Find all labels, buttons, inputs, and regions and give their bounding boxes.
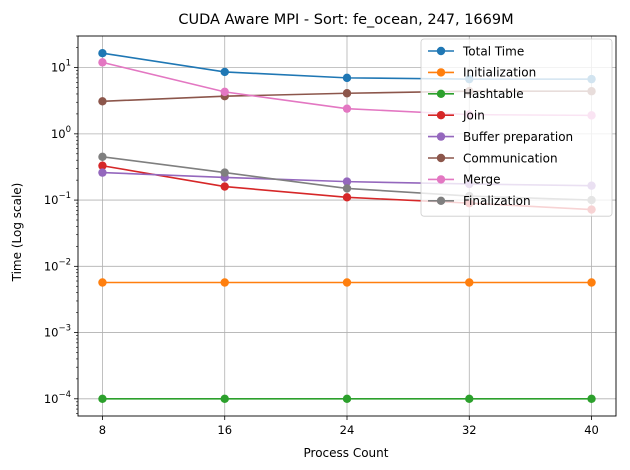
y-tick-exponent: −3 [58, 324, 71, 334]
legend-swatch-marker [436, 111, 446, 120]
data-point [98, 168, 107, 177]
x-tick-label: 8 [99, 423, 106, 437]
data-point [587, 394, 596, 404]
data-point [98, 58, 107, 67]
legend-entry: Merge [428, 173, 500, 187]
data-point [98, 161, 107, 170]
data-point [220, 278, 229, 287]
legend-entry: Finalization [428, 194, 531, 208]
series-1 [98, 278, 596, 287]
y-tick-base: 10 [44, 326, 59, 340]
x-tick-label: 16 [217, 423, 232, 437]
legend-swatch-marker [436, 46, 446, 56]
y-tick-exponent: −4 [58, 390, 71, 400]
legend-label: Total Time [462, 44, 524, 58]
legend-swatch-marker [436, 175, 446, 184]
y-tick-exponent: 0 [66, 125, 71, 135]
data-point [98, 97, 107, 106]
legend-entry: Total Time [428, 44, 524, 58]
legend-label: Buffer preparation [463, 130, 573, 144]
y-tick-label: 10−1 [44, 191, 71, 207]
legend-entry: Communication [428, 151, 558, 165]
legend: Total Time Initialization Hashtable Join Buf… [420, 38, 613, 217]
data-point [587, 278, 596, 287]
chart-title: CUDA Aware MPI - Sort: fe_ocean, 247, 16… [178, 12, 513, 28]
y-tick-exponent: 1 [66, 59, 71, 69]
y-tick-label: 100 [51, 125, 71, 141]
legend-swatch-marker [436, 132, 446, 141]
data-point [465, 278, 474, 287]
legend-swatch-marker [436, 68, 446, 77]
data-point [342, 104, 352, 113]
legend-entry: Join [428, 109, 485, 123]
data-point [98, 278, 107, 287]
y-tick-exponent: −1 [58, 191, 71, 201]
y-tick-base: 10 [51, 61, 66, 75]
data-point [98, 152, 107, 162]
y-tick-exponent: −2 [58, 257, 71, 267]
legend-label: Initialization [463, 66, 536, 80]
data-point [220, 394, 229, 404]
x-tick-label: 40 [584, 423, 599, 437]
data-point [220, 182, 229, 191]
data-point [342, 73, 352, 83]
data-point [342, 278, 352, 287]
legend-label: Finalization [463, 194, 531, 208]
legend-entry: Hashtable [428, 87, 524, 101]
data-point [98, 48, 107, 58]
y-tick-base: 10 [44, 392, 59, 406]
data-point [342, 184, 352, 193]
legend-swatch-marker [436, 153, 446, 163]
y-tick-base: 10 [51, 127, 66, 141]
x-axis-label: Process Count [304, 446, 389, 460]
data-point [342, 193, 352, 202]
legend-label: Merge [463, 173, 500, 187]
data-point [98, 394, 107, 404]
legend-swatch-marker [436, 196, 446, 205]
data-point [465, 394, 474, 404]
data-point [342, 394, 352, 404]
data-point [342, 89, 352, 98]
y-tick-base: 10 [44, 193, 59, 207]
legend-label: Hashtable [463, 87, 524, 101]
data-point [220, 87, 229, 97]
data-point [220, 168, 229, 177]
legend-entry: Initialization [428, 66, 536, 80]
x-tick-label: 24 [340, 423, 355, 437]
legend-entry: Buffer preparation [428, 130, 573, 144]
data-point [220, 67, 229, 77]
legend-swatch-marker [436, 89, 446, 99]
y-tick-base: 10 [44, 259, 59, 273]
y-tick-label: 10−4 [44, 390, 71, 406]
y-tick-label: 10−2 [44, 257, 71, 273]
legend-label: Communication [463, 151, 558, 165]
series-2 [98, 394, 596, 404]
data-point [342, 177, 352, 186]
legend-box [420, 38, 613, 217]
plot-frame [77, 35, 617, 417]
y-tick-label: 101 [51, 59, 71, 75]
x-tick-label: 32 [462, 423, 477, 437]
y-axis-label: Time (Log scale) [10, 183, 24, 283]
legend-label: Join [462, 109, 485, 123]
y-tick-label: 10−3 [44, 324, 71, 340]
